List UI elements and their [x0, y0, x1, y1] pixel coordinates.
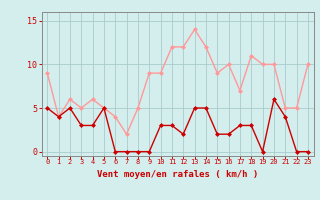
X-axis label: Vent moyen/en rafales ( km/h ): Vent moyen/en rafales ( km/h ) — [97, 170, 258, 179]
